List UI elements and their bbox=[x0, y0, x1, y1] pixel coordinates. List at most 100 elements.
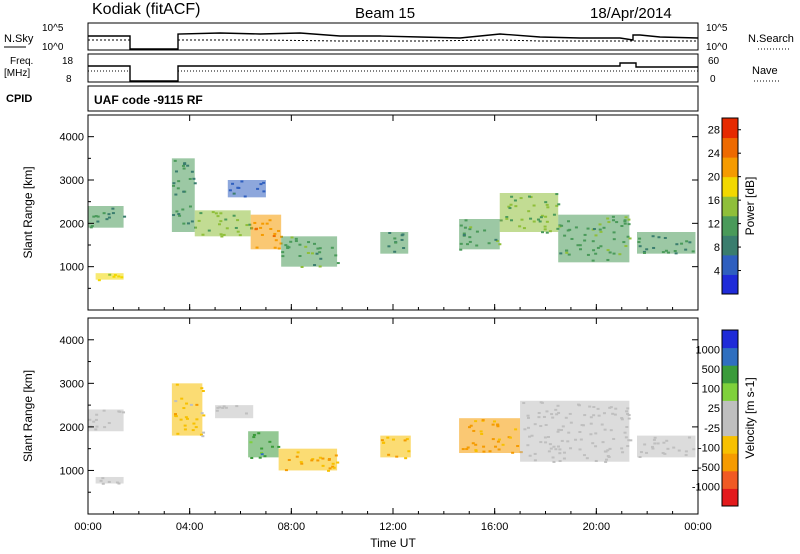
echo-cell bbox=[281, 251, 285, 254]
echo-cell bbox=[579, 248, 583, 251]
freq-label-1: Freq. bbox=[10, 56, 33, 67]
echo-cell bbox=[262, 181, 266, 184]
echo-cell bbox=[589, 422, 593, 425]
y-tick-label: 4000 bbox=[60, 335, 84, 347]
echo-cell bbox=[532, 220, 536, 223]
echo-cell bbox=[552, 213, 556, 216]
echo-cell bbox=[568, 228, 572, 231]
echo-cell bbox=[510, 219, 514, 222]
colorbar-segment bbox=[722, 118, 738, 139]
echo-cell bbox=[101, 482, 105, 485]
echo-cell bbox=[665, 439, 669, 442]
velocity-panel: 1000 2000 3000 4000 Slant Range [km] 00:00 04:… bbox=[21, 317, 712, 550]
echo-cell bbox=[265, 222, 269, 225]
colorbar-tick-label: 100 bbox=[702, 384, 720, 396]
echo-cell bbox=[217, 223, 221, 226]
echo-cell bbox=[559, 429, 563, 432]
echo-cell bbox=[111, 212, 115, 215]
echo-cell bbox=[259, 183, 263, 186]
echo-cell bbox=[558, 225, 562, 228]
echo-cell bbox=[560, 439, 564, 442]
echo-cell bbox=[523, 428, 527, 431]
echo-cell bbox=[474, 420, 478, 423]
echo-cell bbox=[318, 265, 322, 268]
echo-region bbox=[215, 405, 254, 419]
echo-cell bbox=[176, 432, 180, 435]
echo-cell bbox=[546, 206, 550, 209]
echo-cell bbox=[272, 235, 276, 238]
echo-cell bbox=[651, 447, 655, 450]
echo-cell bbox=[289, 240, 293, 243]
echo-cell bbox=[175, 210, 179, 213]
echo-region-fill bbox=[637, 435, 696, 458]
echo-cell bbox=[94, 418, 98, 421]
echo-cell bbox=[172, 182, 176, 185]
echo-cell bbox=[570, 237, 574, 240]
cpid-label: CPID bbox=[6, 93, 32, 105]
echo-cell bbox=[574, 226, 578, 229]
echo-cell bbox=[102, 409, 106, 412]
echo-cell bbox=[555, 204, 559, 207]
echo-cell bbox=[555, 413, 559, 416]
echo-cell bbox=[667, 251, 671, 254]
echo-cell bbox=[620, 224, 624, 227]
echo-cell bbox=[318, 456, 322, 459]
echo-cell bbox=[172, 184, 176, 187]
colorbar-tick-label: 20 bbox=[708, 172, 720, 184]
echo-cell bbox=[578, 448, 582, 451]
echo-cell bbox=[299, 461, 303, 464]
echo-cell bbox=[177, 180, 181, 183]
echo-region bbox=[248, 431, 281, 459]
echo-cell bbox=[199, 212, 203, 215]
echo-cell bbox=[218, 406, 222, 409]
echo-cell bbox=[611, 215, 615, 218]
nsky-label: N.Sky bbox=[4, 33, 34, 45]
echo-cell bbox=[591, 259, 595, 262]
echo-cell bbox=[201, 435, 205, 438]
echo-cell bbox=[550, 413, 554, 416]
echo-cell bbox=[313, 264, 317, 267]
echo-cell bbox=[612, 437, 616, 440]
echo-cell bbox=[529, 196, 533, 199]
echo-cell bbox=[174, 415, 178, 418]
colorbar-segment bbox=[722, 435, 738, 454]
echo-cell bbox=[202, 414, 206, 417]
echo-cell bbox=[628, 237, 632, 240]
echo-cell bbox=[606, 249, 610, 252]
echo-cell bbox=[491, 438, 495, 441]
echo-cell bbox=[328, 467, 332, 470]
echo-cell bbox=[279, 242, 283, 245]
echo-cell bbox=[684, 454, 688, 457]
echo-cell bbox=[620, 447, 624, 450]
echo-cell bbox=[491, 423, 495, 426]
nsky-bottom-tick: 10^0 bbox=[42, 42, 64, 53]
x-axis-label: Time UT bbox=[370, 536, 416, 550]
echo-cell bbox=[576, 244, 580, 247]
echo-cell bbox=[582, 454, 586, 457]
echo-cell bbox=[466, 446, 470, 449]
echo-cell bbox=[306, 252, 310, 255]
echo-cell bbox=[193, 182, 197, 185]
echo-cell bbox=[336, 262, 340, 265]
echo-cell bbox=[185, 417, 189, 420]
echo-cell bbox=[494, 445, 498, 448]
echo-region bbox=[459, 219, 503, 251]
echo-cell bbox=[539, 425, 543, 428]
echo-cell bbox=[552, 460, 556, 463]
echo-cell bbox=[638, 455, 642, 458]
echo-cell bbox=[637, 241, 641, 244]
echo-cell bbox=[316, 247, 320, 250]
echo-cell bbox=[268, 440, 272, 443]
echo-cell bbox=[583, 239, 587, 242]
echo-cell bbox=[219, 212, 223, 215]
echo-cell bbox=[662, 441, 666, 444]
echo-cell bbox=[331, 462, 335, 465]
echo-cell bbox=[186, 222, 190, 225]
echo-cell bbox=[578, 430, 582, 433]
echo-cell bbox=[615, 221, 619, 224]
echo-cell bbox=[592, 249, 596, 252]
echo-cell bbox=[257, 432, 261, 435]
echo-cell bbox=[107, 213, 111, 216]
echo-cell bbox=[618, 253, 622, 256]
